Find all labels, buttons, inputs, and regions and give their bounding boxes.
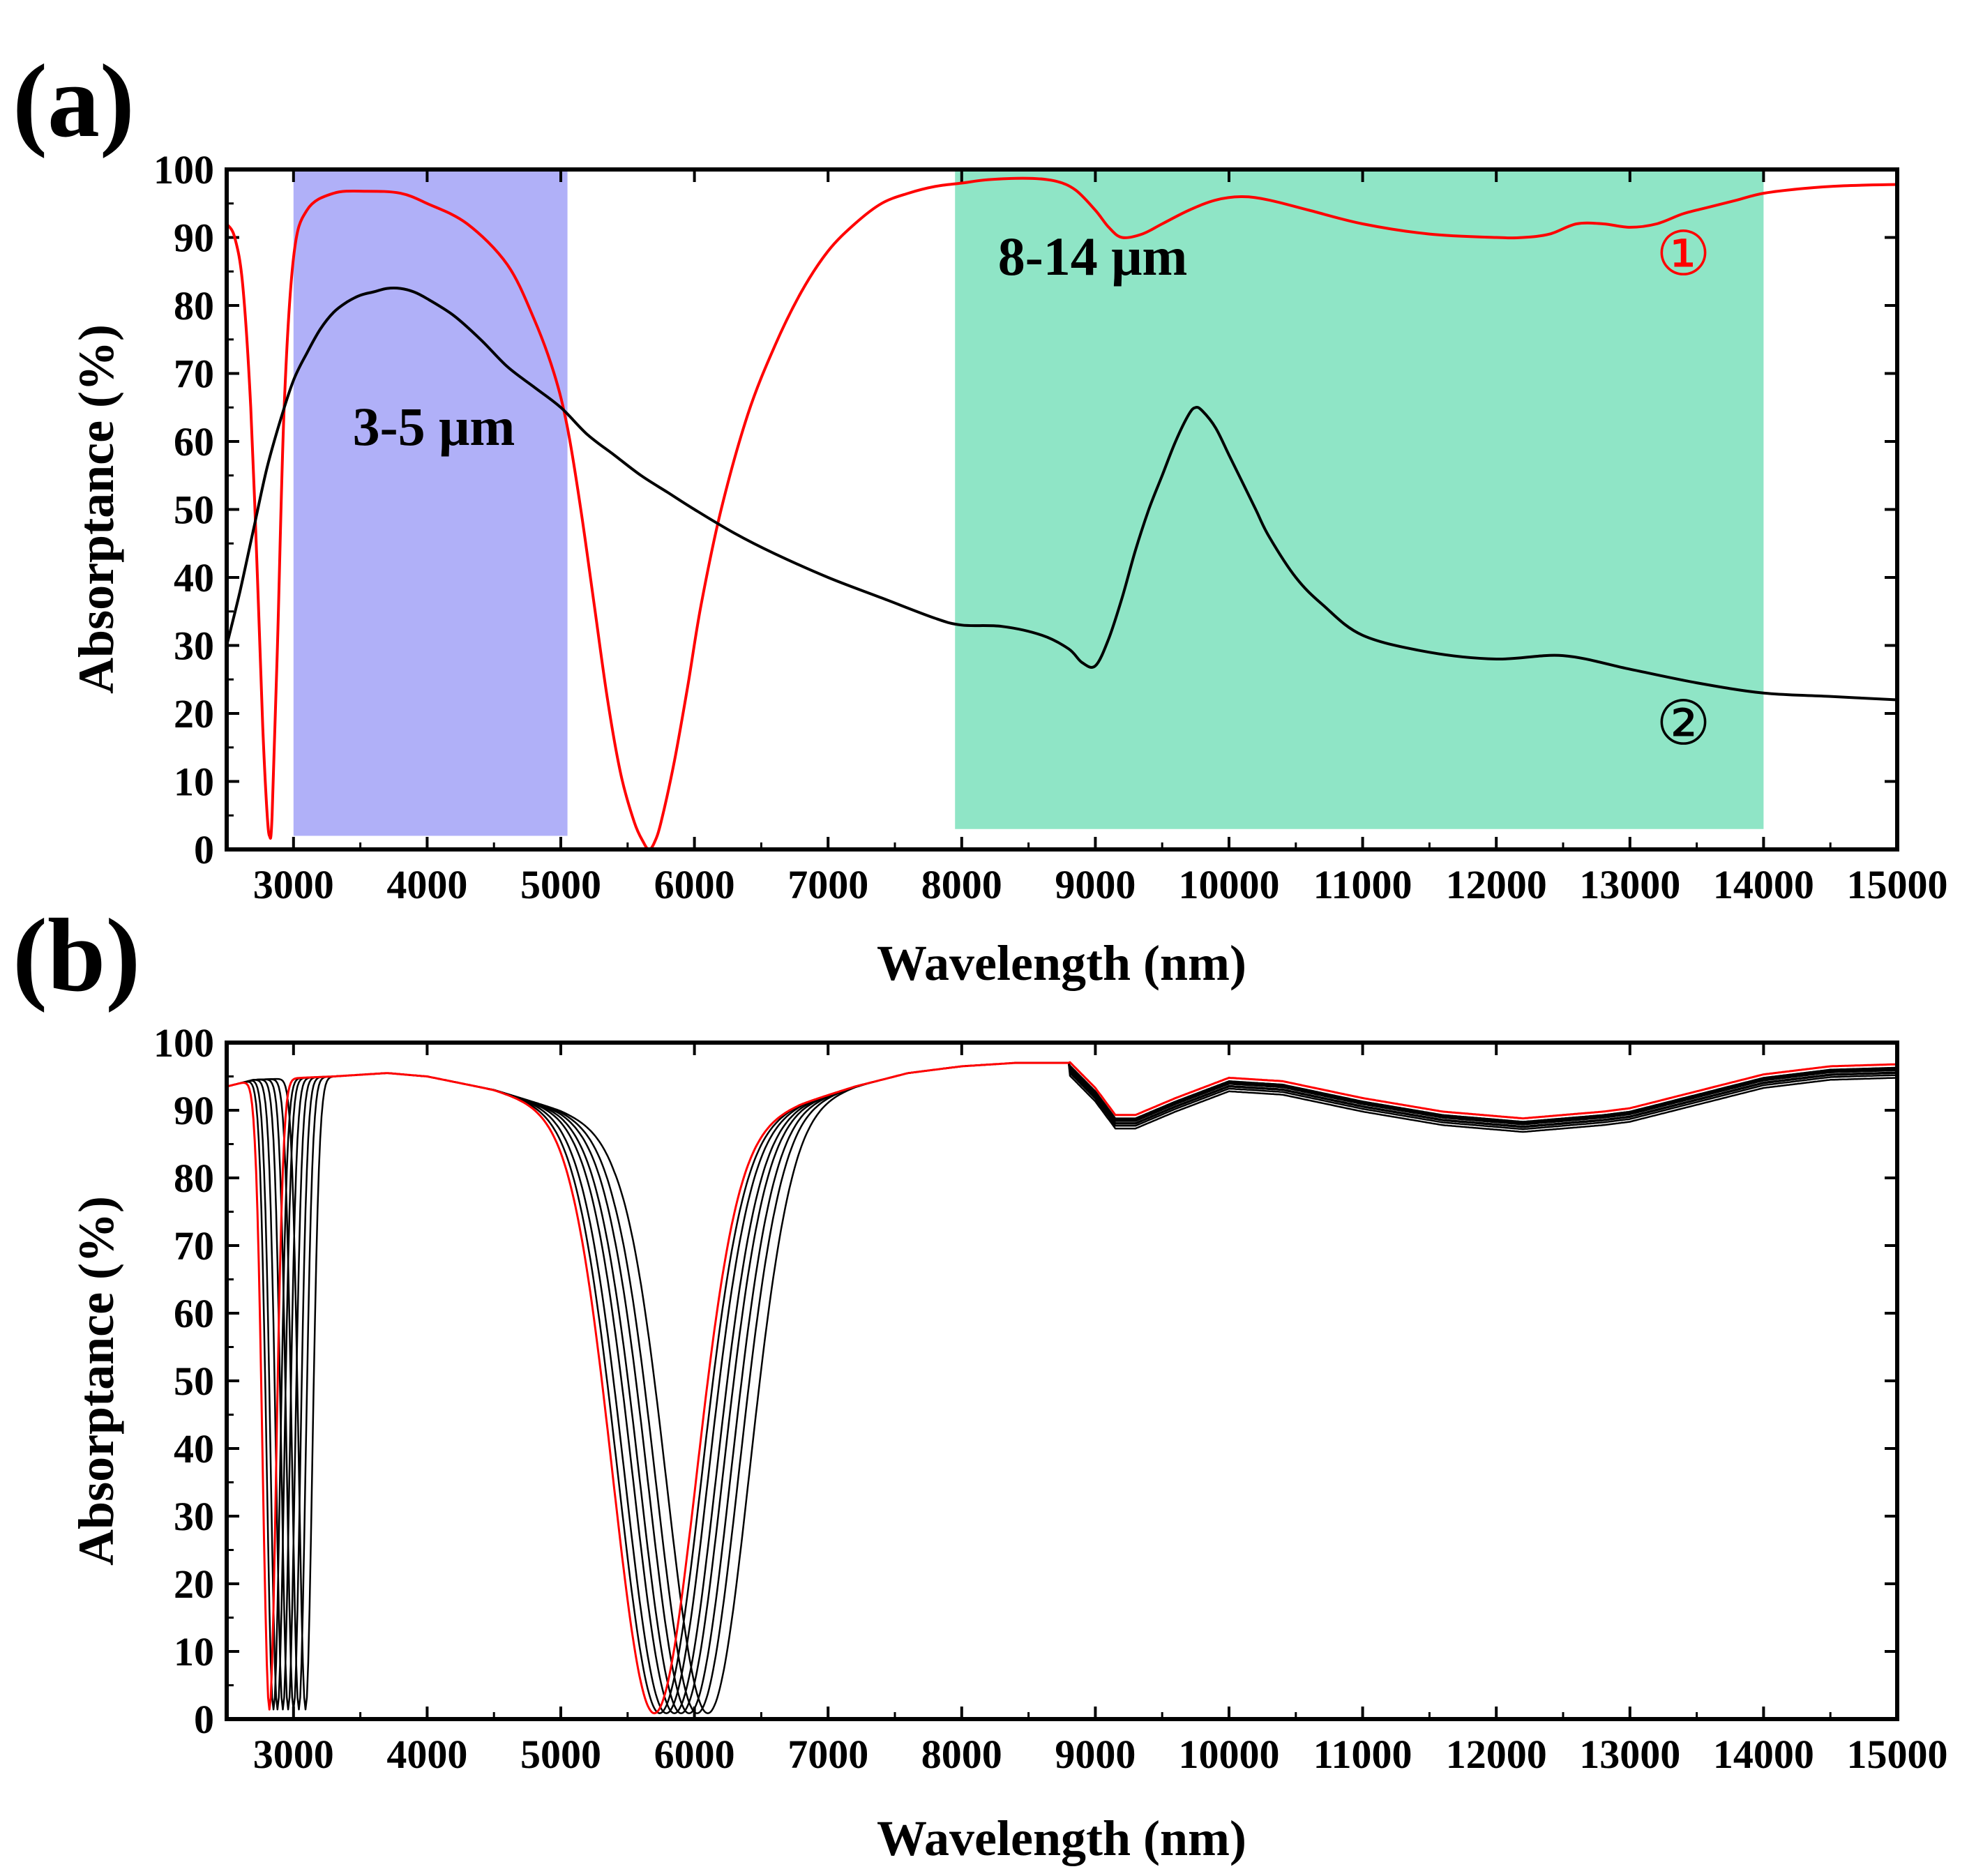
y-tick-label: 20: [174, 1561, 214, 1607]
x-tick-label: 11000: [1313, 1732, 1412, 1777]
series-1-red-curve: [225, 176, 1898, 851]
band-layer: [293, 169, 1764, 836]
y-tick-label: 80: [174, 283, 214, 328]
y-tick-label: 10: [174, 1629, 214, 1674]
x-tick-label: 12000: [1446, 1732, 1547, 1777]
x-tick-label: 8000: [921, 862, 1002, 907]
x-tick-label: 14000: [1713, 1732, 1814, 1777]
x-axis-title: Wavelength (nm): [877, 1810, 1246, 1866]
y-tick-label: 40: [174, 1426, 214, 1472]
y-tick-label: 40: [174, 555, 214, 600]
plot-frame: [225, 167, 1899, 852]
y-tick-label: 20: [174, 691, 214, 736]
y-tick-label: 50: [174, 1359, 214, 1404]
panel-b: 3000 4000 5000 6000 7000 8000 9000 10000 11000 12…: [68, 1020, 1948, 1866]
y-tick-label: 50: [174, 487, 214, 533]
x-tick-label: 10000: [1179, 862, 1280, 907]
band-label-1: 8-14 μm: [998, 226, 1188, 287]
y-tick-label: 100: [153, 1020, 214, 1066]
y-tick-label: 60: [174, 1291, 214, 1336]
y-axis-title: Absorptance (%): [68, 1196, 124, 1566]
x-tick-label: 3000: [253, 1732, 334, 1777]
panel-label-b: (b): [13, 898, 140, 1013]
x-tick-label: 5000: [520, 862, 601, 907]
y-tick-label: 0: [194, 827, 214, 872]
series-layer: [225, 176, 1898, 851]
y-tick-label: 30: [174, 1494, 214, 1539]
series-2-black-curve: [225, 287, 1898, 702]
tick-label-layer: 3000 4000 5000 6000 7000 8000 9000 10000 11000 12…: [153, 1020, 1948, 1777]
x-tick-label: 11000: [1313, 862, 1412, 907]
x-tick-label: 4000: [386, 1732, 467, 1777]
plot-frame: [225, 1041, 1899, 1721]
x-tick-label: 15000: [1847, 1732, 1948, 1777]
x-tick-label: 13000: [1579, 1732, 1680, 1777]
annotation-layer: 3-5 μm 8-14 μm ① ②: [353, 218, 1711, 759]
y-tick-label: 10: [174, 759, 214, 805]
y-tick-label: 70: [174, 1223, 214, 1269]
x-tick-label: 4000: [386, 862, 467, 907]
tick-label-layer: 3000 4000 5000 6000 7000 8000 9000 10000 11000 12…: [153, 147, 1948, 907]
y-tick-label: 0: [194, 1697, 214, 1742]
series-layer: [226, 1061, 1898, 1715]
y-tick-label: 80: [174, 1156, 214, 1201]
x-tick-label: 7000: [787, 862, 868, 907]
y-tick-label: 30: [174, 623, 214, 669]
x-tick-label: 9000: [1055, 1732, 1136, 1777]
y-tick-label: 90: [174, 215, 214, 261]
x-tick-label: 5000: [520, 1732, 601, 1777]
x-tick-label: 6000: [654, 862, 735, 907]
x-tick-label: 15000: [1847, 862, 1948, 907]
y-tick-label: 90: [174, 1088, 214, 1133]
panel-label-a: (a): [13, 43, 135, 159]
y-axis-title: Absorptance (%): [68, 324, 124, 694]
x-tick-label: 9000: [1055, 862, 1136, 907]
curve-marker-2: ②: [1656, 687, 1711, 759]
y-tick-label: 60: [174, 419, 214, 464]
y-tick-label: 100: [153, 147, 214, 192]
series-red-curve: [226, 1061, 1898, 1715]
band-3-5um: [293, 169, 568, 836]
band-8-14um: [955, 169, 1764, 829]
curve-marker-1: ①: [1656, 218, 1711, 289]
panel-a: 3000 4000 5000 6000 7000 8000 9000 10000 11000 12…: [68, 147, 1948, 991]
x-tick-label: 12000: [1446, 862, 1547, 907]
band-label-0: 3-5 μm: [353, 396, 515, 457]
x-tick-label: 10000: [1179, 1732, 1280, 1777]
x-tick-label: 14000: [1713, 862, 1814, 907]
x-axis-title: Wavelength (nm): [877, 935, 1246, 991]
x-tick-label: 3000: [253, 862, 334, 907]
x-tick-label: 6000: [654, 1732, 735, 1777]
y-tick-label: 70: [174, 351, 214, 397]
x-tick-label: 7000: [787, 1732, 868, 1777]
x-tick-label: 8000: [921, 1732, 1002, 1777]
x-tick-label: 13000: [1579, 862, 1680, 907]
